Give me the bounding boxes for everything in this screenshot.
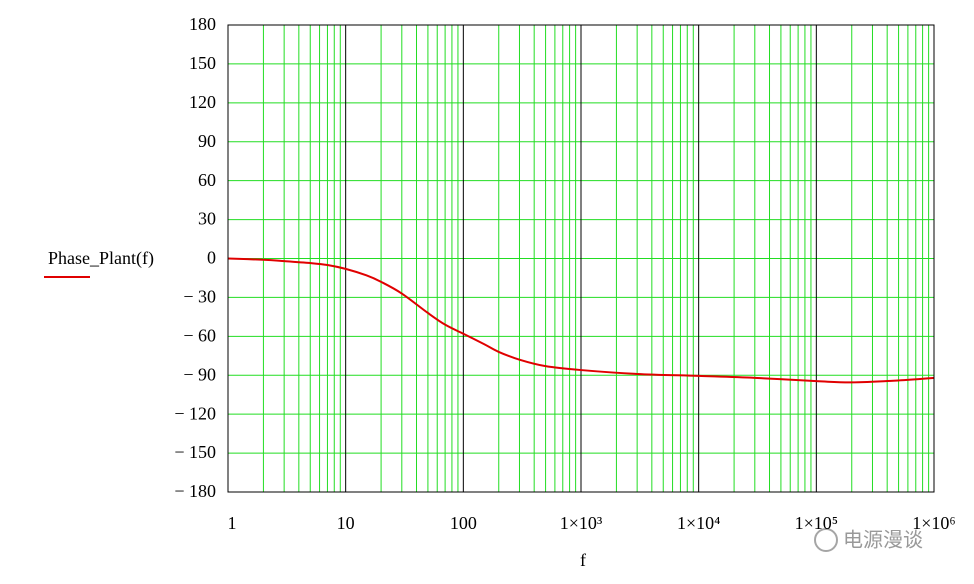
watermark-icon bbox=[814, 528, 838, 552]
x-tick-label: 1 bbox=[228, 513, 237, 533]
x-tick-label: 1×10³ bbox=[560, 513, 603, 533]
y-tick-label: 60 bbox=[198, 170, 216, 190]
y-tick-label: 0 bbox=[207, 248, 216, 268]
watermark-text: 电源漫谈 bbox=[843, 528, 923, 552]
x-axis-label: f bbox=[580, 550, 586, 570]
y-tick-label: − 150 bbox=[174, 442, 216, 462]
y-tick-label: − 180 bbox=[174, 481, 216, 501]
y-tick-label: − 90 bbox=[183, 364, 216, 384]
watermark: 电源漫谈 bbox=[814, 528, 923, 552]
x-tick-label: 100 bbox=[450, 513, 477, 533]
y-tick-label: 30 bbox=[198, 209, 216, 229]
x-tick-label: 10 bbox=[337, 513, 355, 533]
y-tick-label: − 120 bbox=[174, 403, 216, 423]
y-tick-label: 120 bbox=[189, 92, 216, 112]
plot-frame bbox=[227, 24, 935, 493]
x-tick-label: 1×10⁵ bbox=[795, 513, 838, 533]
plot bbox=[227, 257, 935, 384]
y-tick-label: 90 bbox=[198, 131, 216, 151]
x-tick-label: 1×10⁴ bbox=[677, 513, 720, 533]
grid bbox=[227, 24, 935, 493]
y-tick-label: 150 bbox=[189, 53, 216, 73]
series-line bbox=[227, 257, 935, 384]
x-tick-label: 1×10⁶ bbox=[912, 513, 955, 533]
y-tick-label: − 60 bbox=[183, 325, 216, 345]
legend-label: Phase_Plant(f) bbox=[48, 248, 154, 269]
y-tick-label: − 30 bbox=[183, 287, 216, 307]
y-tick-label: 180 bbox=[189, 14, 216, 34]
